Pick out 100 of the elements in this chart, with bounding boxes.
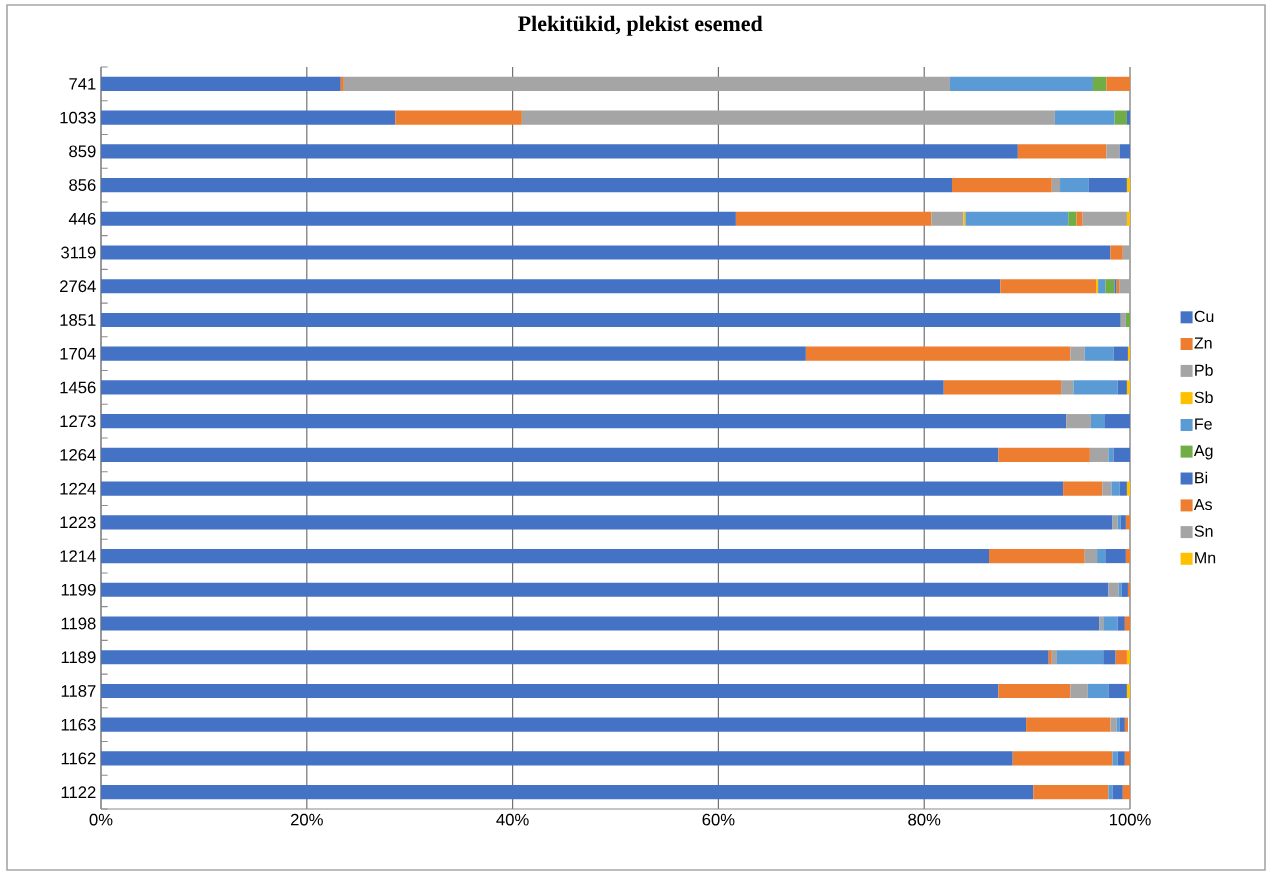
bar (1108, 447, 1114, 462)
bar (1122, 785, 1131, 800)
bar (1117, 380, 1127, 395)
bar (1117, 616, 1125, 631)
bar (1017, 144, 1107, 159)
y-tick-label: 446 (68, 212, 96, 225)
bar (1108, 683, 1127, 699)
bar (101, 481, 1064, 496)
bar (1114, 110, 1127, 125)
bar (101, 548, 990, 564)
bar (1124, 751, 1131, 766)
bar (1108, 785, 1113, 800)
bar (1125, 515, 1131, 530)
bar (1122, 245, 1131, 260)
legend-label: Sn (1194, 525, 1213, 537)
bar (1073, 380, 1118, 395)
y-tick-label: 3119 (61, 246, 96, 259)
bar (1126, 650, 1131, 665)
bar (1116, 717, 1120, 732)
bar (1126, 177, 1131, 193)
legend-label: Ag (1193, 445, 1213, 460)
bar (1060, 177, 1089, 193)
bar (735, 211, 932, 226)
bar (1090, 414, 1105, 429)
bar (1068, 211, 1077, 226)
bar (101, 245, 1111, 260)
bar (998, 447, 1090, 462)
bar (1048, 650, 1052, 665)
bar (1119, 481, 1127, 496)
bar (1119, 717, 1125, 732)
bar (1026, 717, 1111, 732)
bar (1126, 380, 1131, 395)
legend-label: Sb (1194, 391, 1213, 404)
bar (1106, 76, 1131, 91)
bar (340, 76, 344, 91)
bar (1084, 548, 1098, 564)
y-tick-label: 1163 (61, 718, 96, 731)
bar (1124, 616, 1131, 631)
y-tick-label: 1033 (60, 111, 96, 124)
bar (1119, 279, 1131, 294)
y-tick-label: 1456 (60, 381, 96, 394)
bar (1125, 548, 1131, 564)
bar (343, 76, 950, 91)
bar (1099, 616, 1104, 631)
y-tick-label: 1189 (61, 651, 96, 664)
bar (101, 582, 1109, 597)
bar (395, 110, 522, 125)
y-tick-label: 741 (69, 78, 96, 90)
bar (1105, 279, 1115, 294)
bar (101, 515, 1113, 530)
bar (1000, 279, 1097, 294)
bar (1110, 717, 1117, 732)
bar (1063, 481, 1103, 496)
bar (1113, 346, 1128, 361)
bar (805, 346, 1071, 361)
y-tick-label: 1223 (60, 516, 96, 529)
bar (1110, 245, 1123, 260)
y-tick-label: 1214 (60, 550, 96, 562)
y-tick-label: 1264 (60, 448, 96, 461)
bar (101, 650, 1049, 665)
bar (101, 683, 999, 699)
bar (101, 312, 1121, 328)
bar (1061, 380, 1074, 395)
bar (1127, 346, 1131, 361)
bar (1054, 110, 1115, 125)
y-tick-label: 1162 (61, 752, 96, 765)
bar (1117, 751, 1125, 766)
bar (1056, 650, 1104, 665)
bar (1033, 785, 1109, 800)
bar (1092, 76, 1107, 91)
bar (1125, 312, 1131, 328)
x-tick-label: 60% (702, 813, 735, 826)
bar (1103, 616, 1118, 631)
legend-label: Cu (1194, 310, 1214, 323)
y-tick-label: 1122 (61, 786, 96, 798)
bar (1118, 582, 1122, 597)
bar (101, 279, 1001, 294)
bar (1113, 447, 1131, 462)
bar (1102, 481, 1112, 496)
bar (1076, 211, 1083, 226)
bar (989, 548, 1085, 564)
bar (1070, 683, 1088, 699)
bar (101, 76, 341, 91)
bar (101, 414, 1067, 429)
x-tick-label: 40% (496, 813, 529, 826)
bar (1112, 751, 1118, 766)
bar (101, 211, 736, 226)
bar (931, 211, 964, 226)
x-tick-label: 20% (290, 813, 323, 826)
y-tick-label: 1273 (60, 415, 96, 428)
bar (1112, 515, 1118, 530)
bar (521, 110, 1055, 125)
bar (1127, 582, 1131, 597)
bar (101, 785, 1034, 800)
bar (1117, 515, 1121, 530)
bar (963, 211, 966, 226)
bar (1106, 144, 1120, 159)
bar (1103, 650, 1116, 665)
bar (101, 380, 944, 395)
bar (101, 144, 1018, 159)
